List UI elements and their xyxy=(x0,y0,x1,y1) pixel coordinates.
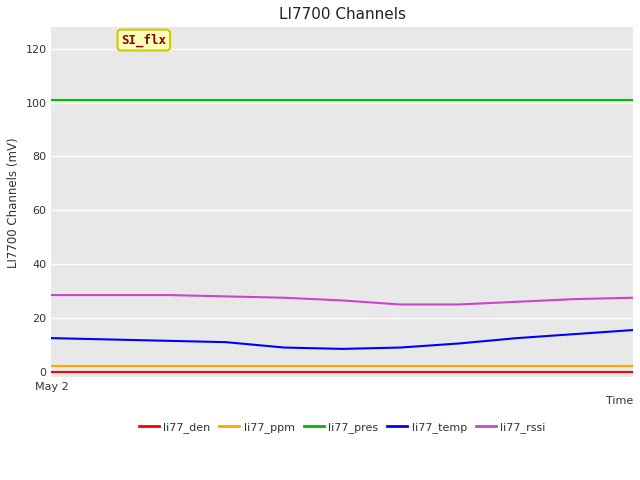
li77_den xyxy=(164,369,172,375)
li77_ppm xyxy=(280,363,288,369)
li77_pres xyxy=(106,97,113,103)
li77_pres xyxy=(280,97,288,103)
li77_pres xyxy=(397,97,404,103)
Text: Time: Time xyxy=(606,396,633,407)
li77_ppm xyxy=(513,363,520,369)
Text: SI_flx: SI_flx xyxy=(121,34,166,47)
li77_den xyxy=(280,369,288,375)
li77_den xyxy=(106,369,113,375)
li77_pres xyxy=(222,97,230,103)
li77_rssi xyxy=(455,301,463,307)
li77_rssi xyxy=(397,301,404,307)
Line: li77_rssi: li77_rssi xyxy=(51,295,633,304)
li77_pres xyxy=(164,97,172,103)
li77_pres xyxy=(571,97,579,103)
li77_rssi xyxy=(106,292,113,298)
li77_den xyxy=(571,369,579,375)
li77_temp xyxy=(629,327,637,333)
li77_temp xyxy=(571,331,579,337)
li77_ppm xyxy=(397,363,404,369)
Legend: li77_den, li77_ppm, li77_pres, li77_temp, li77_rssi: li77_den, li77_ppm, li77_pres, li77_temp… xyxy=(134,418,550,437)
li77_temp xyxy=(222,339,230,345)
Title: LI7700 Channels: LI7700 Channels xyxy=(279,7,406,22)
li77_pres xyxy=(629,97,637,103)
li77_ppm xyxy=(455,363,463,369)
li77_ppm xyxy=(106,363,113,369)
li77_temp xyxy=(455,341,463,347)
li77_den xyxy=(339,369,346,375)
li77_ppm xyxy=(222,363,230,369)
li77_rssi xyxy=(339,298,346,303)
li77_temp xyxy=(47,335,55,341)
li77_rssi xyxy=(571,296,579,302)
li77_den xyxy=(47,369,55,375)
li77_pres xyxy=(47,97,55,103)
li77_ppm xyxy=(571,363,579,369)
li77_ppm xyxy=(164,363,172,369)
li77_temp xyxy=(164,338,172,344)
Y-axis label: LI7700 Channels (mV): LI7700 Channels (mV) xyxy=(7,137,20,267)
li77_ppm xyxy=(629,363,637,369)
li77_den xyxy=(455,369,463,375)
li77_den xyxy=(513,369,520,375)
li77_den xyxy=(222,369,230,375)
li77_pres xyxy=(513,97,520,103)
li77_pres xyxy=(455,97,463,103)
li77_rssi xyxy=(629,295,637,300)
li77_den xyxy=(397,369,404,375)
li77_pres xyxy=(339,97,346,103)
li77_temp xyxy=(106,336,113,342)
li77_rssi xyxy=(164,292,172,298)
li77_ppm xyxy=(339,363,346,369)
li77_rssi xyxy=(222,294,230,300)
li77_rssi xyxy=(513,299,520,305)
li77_temp xyxy=(397,345,404,350)
li77_temp xyxy=(280,345,288,350)
li77_rssi xyxy=(47,292,55,298)
li77_temp xyxy=(513,335,520,341)
Line: li77_temp: li77_temp xyxy=(51,330,633,349)
li77_ppm xyxy=(47,363,55,369)
li77_den xyxy=(629,369,637,375)
li77_rssi xyxy=(280,295,288,300)
li77_temp xyxy=(339,346,346,352)
